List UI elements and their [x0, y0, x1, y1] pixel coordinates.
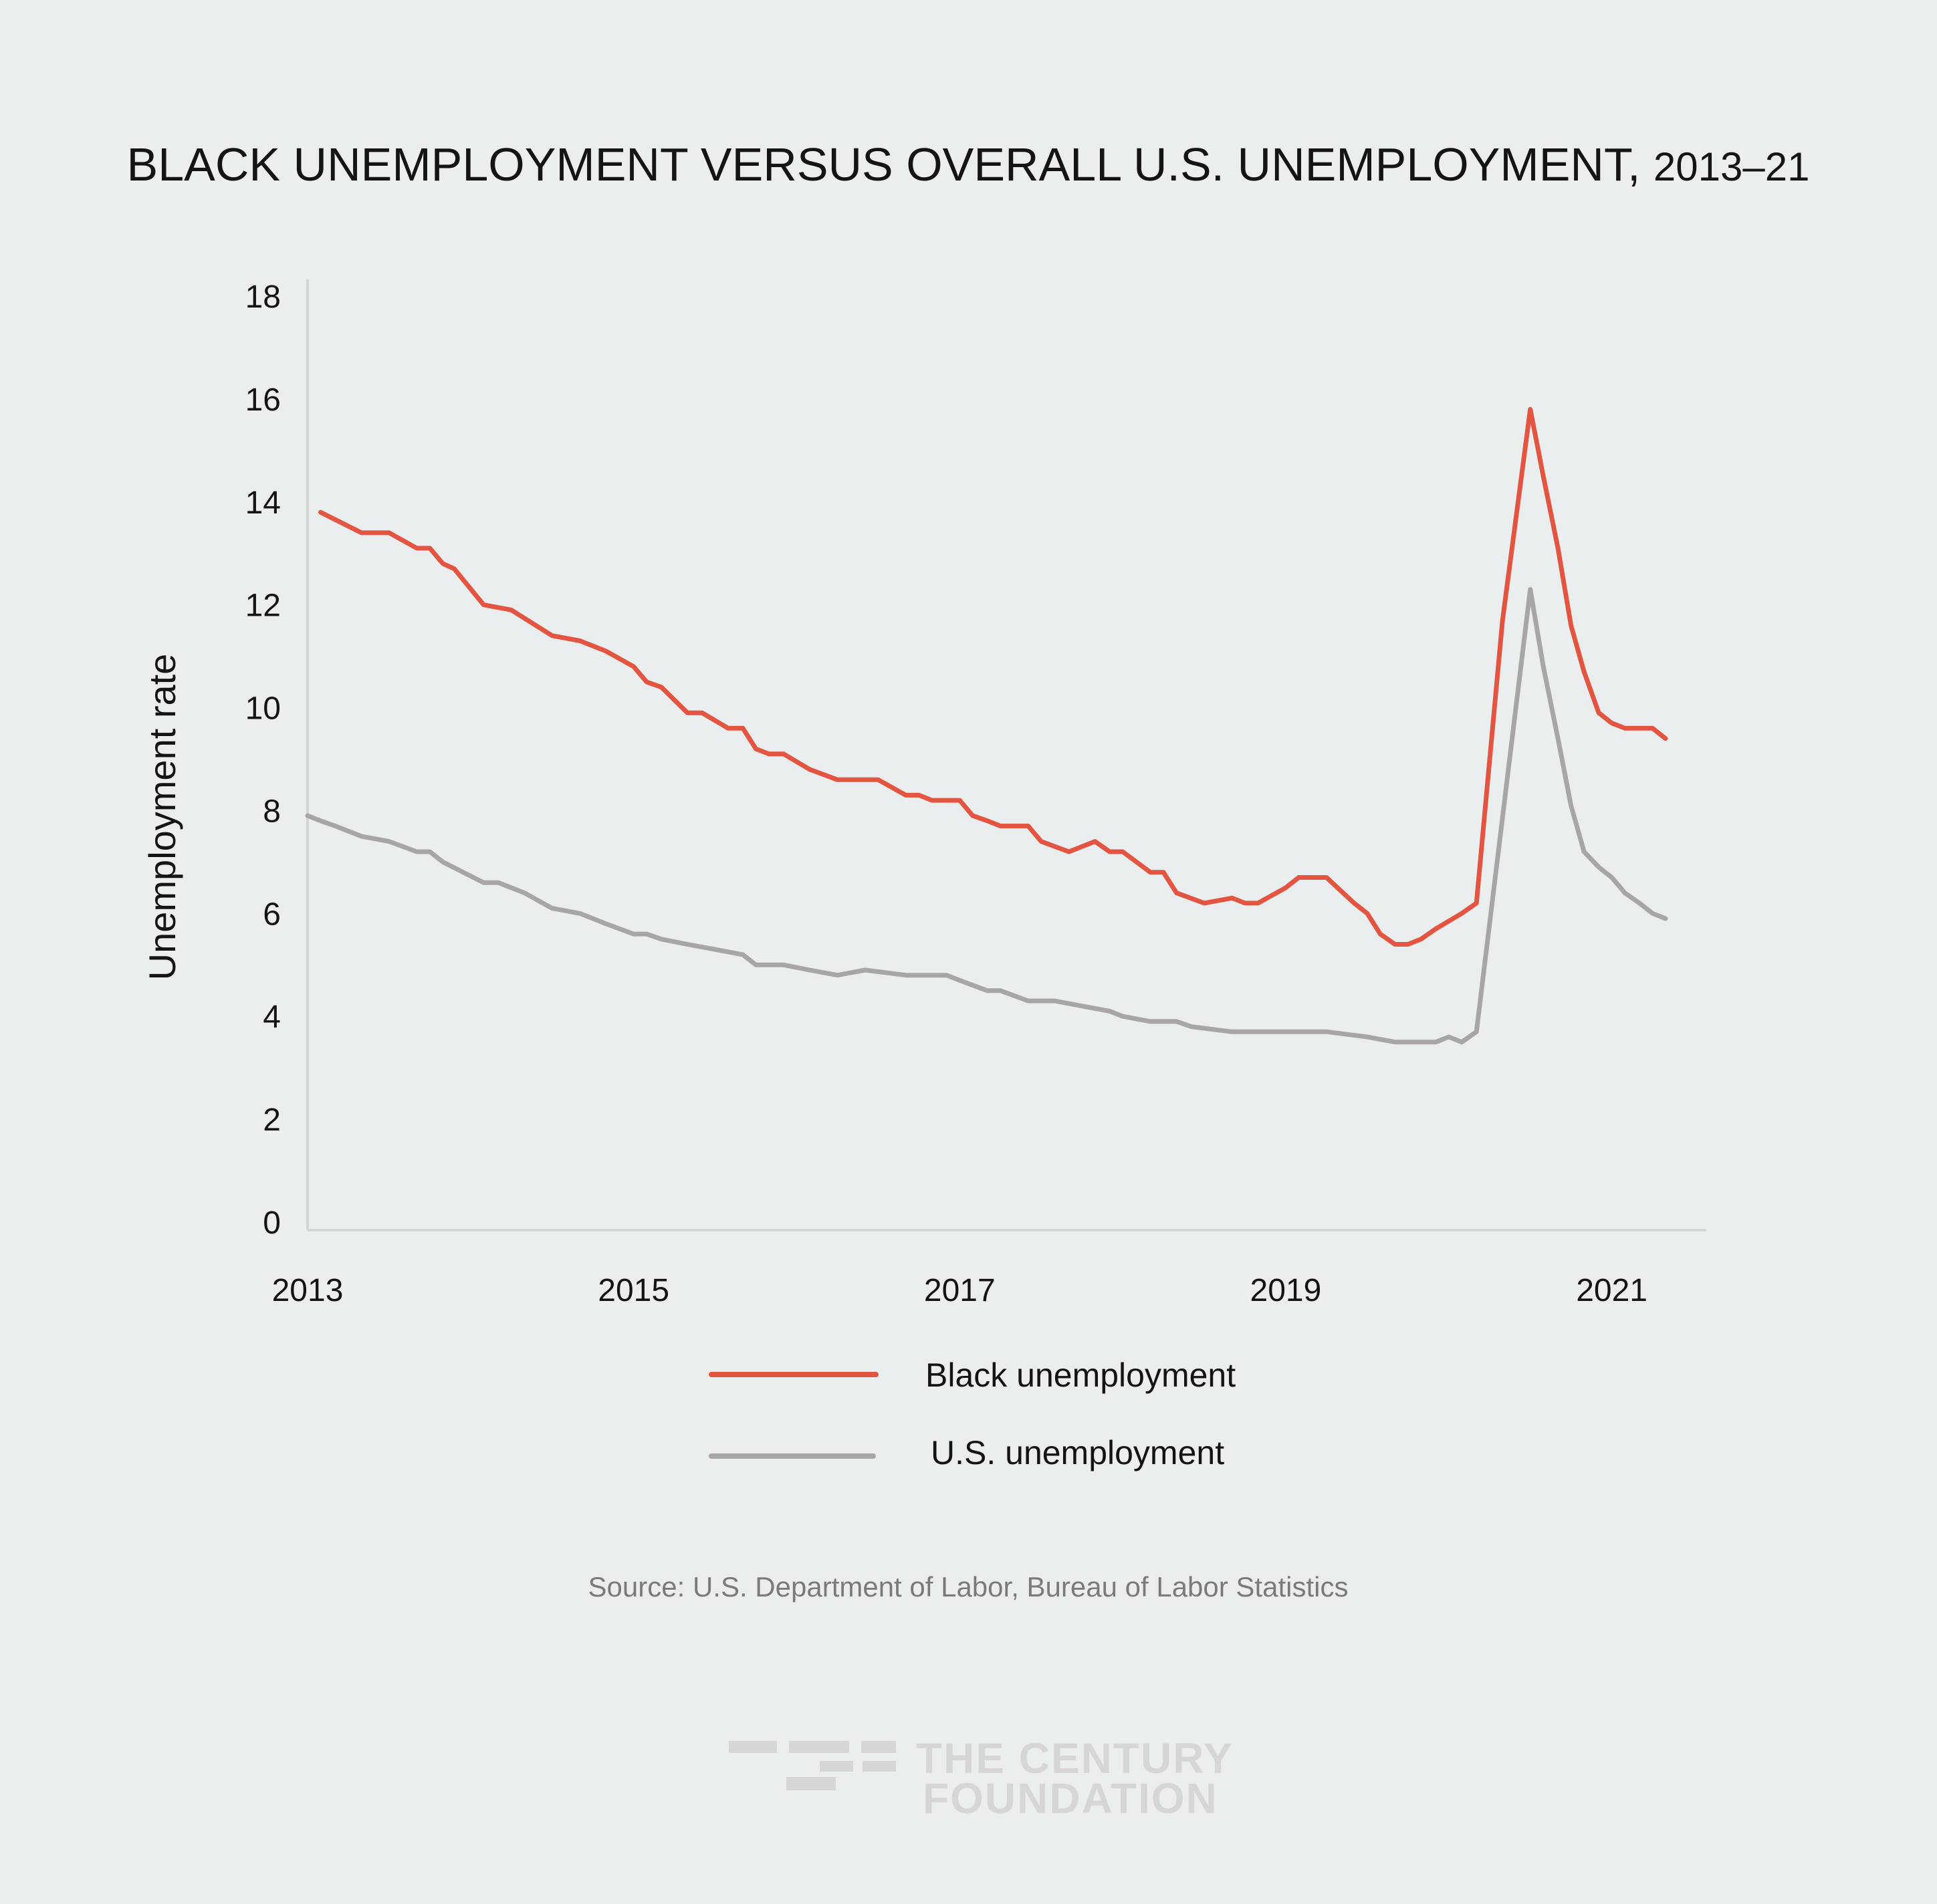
y-tick-label: 10 — [245, 691, 281, 727]
legend-label-black-unemployment: Black unemployment — [925, 1356, 1236, 1394]
logo-text-line2: FOUNDATION — [923, 1774, 1218, 1822]
x-tick-labels: 2013 2015 2017 2019 2021 — [272, 1273, 1647, 1308]
y-axis-label: Unemployment rate — [141, 654, 183, 981]
y-tick-label: 6 — [263, 897, 281, 932]
y-tick-labels: 0 2 4 6 8 10 12 14 16 18 — [245, 279, 281, 1241]
y-tick-label: 4 — [263, 999, 281, 1035]
x-tick-label: 2019 — [1250, 1273, 1322, 1308]
logo-text-line1: THE CENTURY — [916, 1734, 1234, 1782]
y-tick-label: 8 — [263, 794, 281, 829]
series-line-u-s-unemployment — [305, 587, 1668, 1045]
y-tick-label: 18 — [245, 279, 281, 315]
chart-title: BLACK UNEMPLOYMENT VERSUS OVERALL U.S. U… — [127, 138, 1810, 191]
source-note: Source: U.S. Department of Labor, Bureau… — [588, 1571, 1349, 1602]
x-tick-label: 2013 — [272, 1273, 344, 1308]
y-tick-label: 14 — [245, 485, 281, 521]
logo-mark-icon — [729, 1741, 896, 1790]
y-tick-label: 2 — [263, 1102, 281, 1138]
century-foundation-logo: THE CENTURY FOUNDATION — [729, 1734, 1234, 1822]
y-tick-label: 16 — [245, 382, 281, 418]
chart-title-main: BLACK UNEMPLOYMENT VERSUS OVERALL U.S. U… — [127, 138, 1654, 191]
chart-title-years: 2013–21 — [1654, 144, 1810, 189]
x-tick-label: 2015 — [598, 1273, 669, 1308]
x-tick-label: 2017 — [924, 1273, 996, 1308]
y-tick-label: 0 — [263, 1205, 281, 1241]
series-line-black-unemployment — [318, 406, 1668, 947]
y-tick-label: 12 — [245, 588, 281, 624]
legend: Black unemployment U.S. unemployment — [709, 1356, 1236, 1471]
x-tick-label: 2021 — [1576, 1273, 1647, 1308]
series-lines — [305, 406, 1668, 1045]
legend-label-us-unemployment: U.S. unemployment — [931, 1434, 1224, 1471]
